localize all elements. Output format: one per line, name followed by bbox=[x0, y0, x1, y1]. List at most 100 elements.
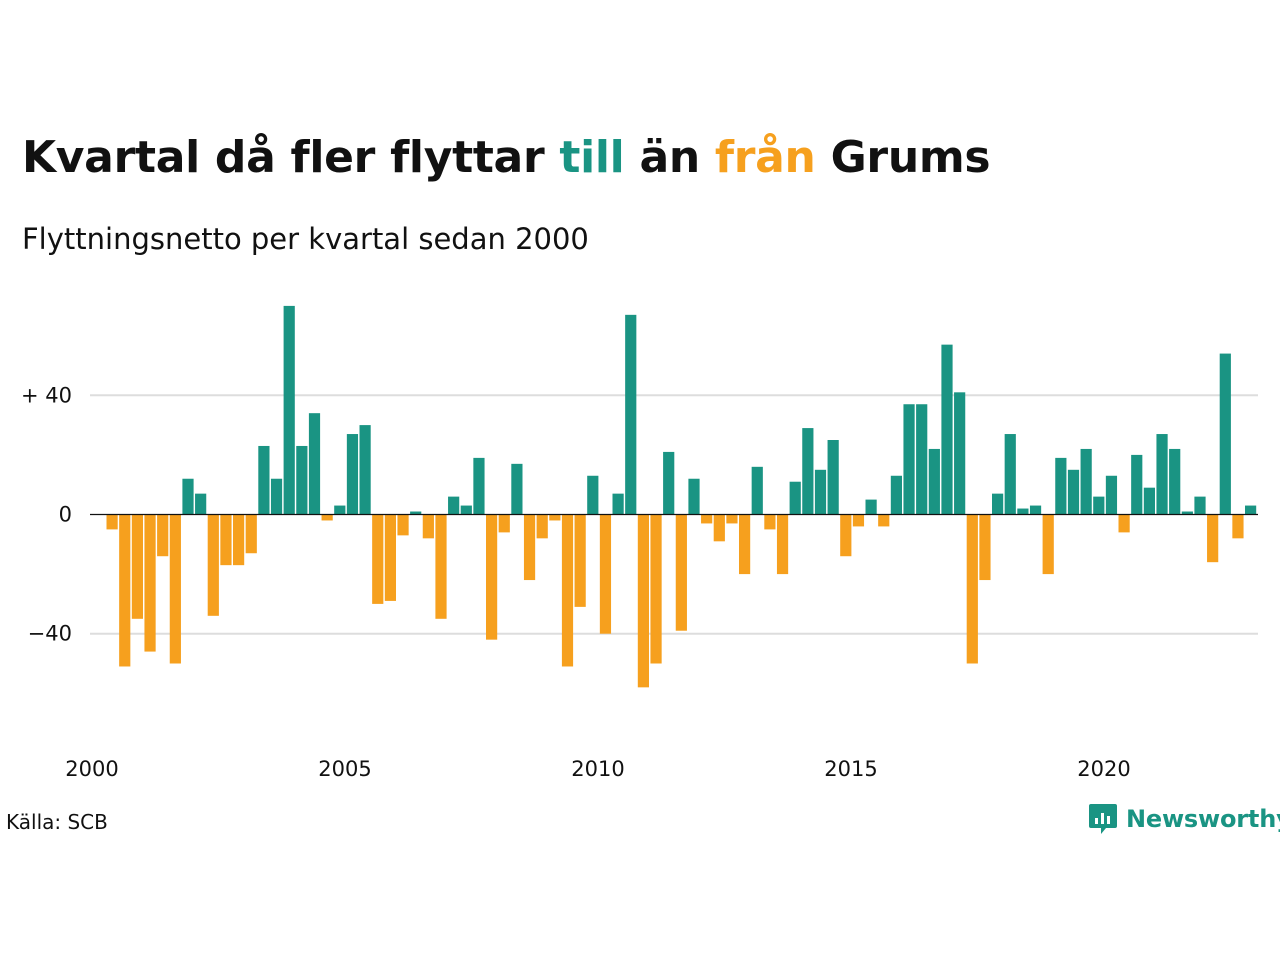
x-tick-label: 2020 bbox=[1077, 757, 1130, 781]
bar bbox=[1131, 454, 1143, 515]
newsworthy-icon bbox=[1089, 804, 1117, 834]
bar bbox=[1067, 469, 1080, 515]
bar bbox=[334, 505, 346, 515]
source-note: Källa: SCB bbox=[6, 810, 108, 834]
bar bbox=[1080, 448, 1092, 515]
bar bbox=[979, 514, 991, 581]
bar bbox=[587, 475, 599, 515]
bar bbox=[890, 475, 902, 515]
bar bbox=[1181, 511, 1193, 515]
bar bbox=[473, 457, 485, 515]
bar bbox=[1169, 448, 1181, 515]
bar bbox=[751, 466, 763, 515]
bar bbox=[144, 514, 156, 652]
bar bbox=[169, 514, 181, 664]
bar bbox=[561, 514, 574, 667]
bar bbox=[903, 404, 915, 515]
title-part-2: än bbox=[624, 132, 715, 183]
bar bbox=[346, 434, 359, 515]
title-part-1: Kvartal då fler flyttar bbox=[22, 132, 560, 183]
x-tick-label: 2010 bbox=[571, 757, 624, 781]
bar bbox=[650, 514, 662, 664]
bar bbox=[220, 514, 232, 566]
bar bbox=[789, 481, 801, 515]
y-tick-label: + 40 bbox=[21, 383, 72, 407]
bar bbox=[625, 314, 637, 515]
bar bbox=[865, 499, 877, 515]
x-tick-label: 2005 bbox=[318, 757, 371, 781]
bar bbox=[992, 493, 1004, 515]
bar bbox=[1219, 353, 1231, 515]
bar bbox=[1118, 514, 1130, 533]
bar bbox=[827, 440, 839, 515]
bar bbox=[258, 445, 270, 515]
bar bbox=[713, 514, 725, 542]
bar bbox=[852, 514, 865, 527]
bar bbox=[574, 514, 586, 607]
bar bbox=[1105, 475, 1118, 515]
bar bbox=[359, 425, 371, 515]
bar bbox=[954, 392, 966, 515]
bar bbox=[637, 514, 649, 688]
bar bbox=[1232, 514, 1244, 539]
chart-subtitle: Flyttningsnetto per kvartal sedan 2000 bbox=[22, 222, 589, 256]
bar bbox=[131, 514, 143, 619]
bar-chart: + 40 0 −40 2000 2005 2010 2015 2020 bbox=[21, 305, 1258, 781]
bar bbox=[941, 344, 953, 515]
bar bbox=[182, 478, 194, 515]
newsworthy-logo: Newsworthy bbox=[1088, 802, 1280, 836]
bar bbox=[106, 514, 118, 530]
x-axis-ticks: 2000 2005 2010 2015 2020 bbox=[65, 757, 1130, 781]
bar bbox=[878, 514, 890, 527]
bar bbox=[599, 514, 612, 634]
bar bbox=[1245, 505, 1257, 515]
bar bbox=[321, 514, 333, 521]
bar bbox=[283, 305, 295, 515]
bar bbox=[739, 514, 751, 575]
bar bbox=[1042, 514, 1054, 575]
bar bbox=[1093, 496, 1105, 515]
bar bbox=[764, 514, 776, 530]
bar bbox=[207, 514, 219, 616]
bar bbox=[663, 451, 675, 515]
x-tick-label: 2015 bbox=[824, 757, 877, 781]
title-fran: från bbox=[714, 132, 816, 183]
y-axis-ticks: + 40 0 −40 bbox=[21, 383, 72, 645]
bar bbox=[549, 514, 561, 521]
bar bbox=[1017, 508, 1029, 515]
bar bbox=[1029, 505, 1042, 515]
bar bbox=[384, 514, 396, 601]
bar bbox=[701, 514, 713, 524]
bar bbox=[966, 514, 978, 664]
bar bbox=[308, 413, 321, 515]
y-tick-label: 0 bbox=[59, 503, 72, 527]
brand-name: Newsworthy bbox=[1126, 805, 1280, 833]
bar bbox=[1004, 434, 1016, 515]
bar bbox=[688, 478, 700, 515]
bar bbox=[916, 404, 928, 515]
bar bbox=[498, 514, 510, 533]
bar bbox=[511, 463, 523, 515]
chart-title: Kvartal då fler flyttar till än från Gru… bbox=[22, 132, 991, 183]
bars bbox=[106, 305, 1257, 688]
bar bbox=[195, 493, 207, 515]
bar bbox=[675, 514, 687, 631]
bar bbox=[435, 514, 447, 619]
bar bbox=[460, 505, 472, 515]
bar bbox=[1143, 487, 1155, 515]
bar bbox=[928, 448, 940, 515]
y-tick-label: −40 bbox=[28, 622, 72, 646]
title-till: till bbox=[559, 132, 625, 183]
bar bbox=[296, 445, 308, 515]
bar bbox=[157, 514, 169, 557]
bar bbox=[270, 478, 283, 515]
bar bbox=[422, 514, 434, 539]
bar bbox=[802, 428, 814, 515]
bar bbox=[776, 514, 789, 575]
bar bbox=[1156, 434, 1168, 515]
bar bbox=[245, 514, 257, 554]
x-tick-label: 2000 bbox=[65, 757, 118, 781]
bar bbox=[119, 514, 131, 667]
bar bbox=[840, 514, 852, 557]
bar bbox=[536, 514, 548, 539]
